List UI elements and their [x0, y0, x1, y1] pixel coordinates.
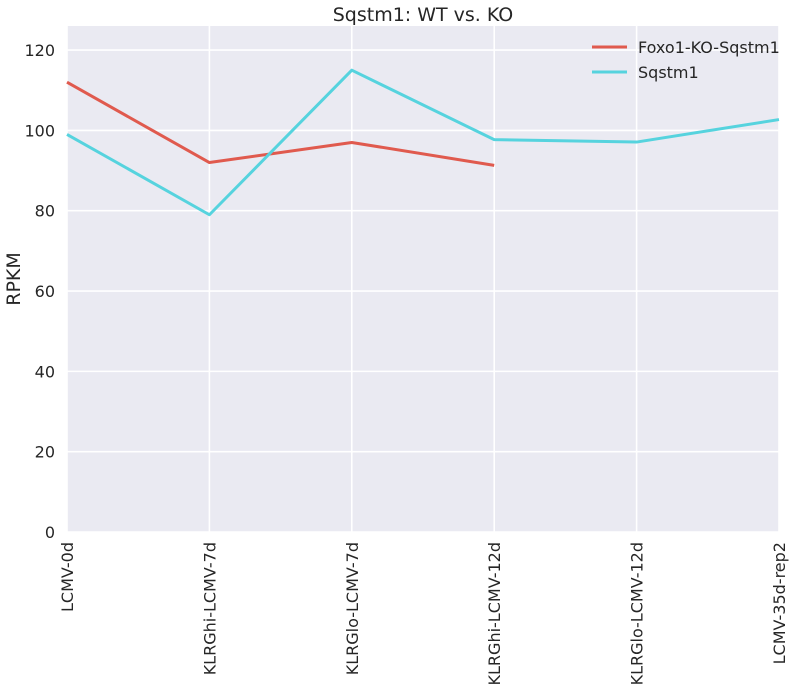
legend: Foxo1-KO-Sqstm1 Sqstm1: [592, 38, 780, 82]
y-tick-label: 60: [35, 282, 55, 301]
chart-title: Sqstm1: WT vs. KO: [333, 4, 514, 26]
y-axis-title: RPKM: [3, 252, 25, 306]
x-tick-label: KLRGlo-LCMV-12d: [628, 542, 647, 685]
y-tick-label: 0: [45, 523, 55, 542]
series-line-2: [66, 68, 780, 217]
y-tick-label: 120: [24, 41, 55, 60]
plot-area: [67, 26, 779, 532]
series-line-1: [66, 80, 495, 167]
series-lines: [66, 68, 780, 217]
y-tick-label: 20: [35, 443, 55, 462]
x-tick-label: LCMV-0d: [58, 542, 77, 612]
x-axis-ticks: LCMV-0d KLRGhi-LCMV-7d KLRGlo-LCMV-7d KLRGh…: [58, 542, 789, 685]
x-tick-label: LCMV-35d-rep2: [770, 542, 789, 664]
legend-label: Sqstm1: [638, 63, 699, 82]
y-axis-ticks: 0 20 40 60 80 100 120: [24, 41, 55, 542]
x-tick-label: KLRGhi-LCMV-12d: [485, 542, 504, 685]
y-tick-label: 100: [24, 121, 55, 140]
y-tick-label: 40: [35, 362, 55, 381]
gridlines: [66, 26, 780, 533]
legend-label: Foxo1-KO-Sqstm1: [638, 38, 780, 57]
y-tick-label: 80: [35, 202, 55, 221]
x-tick-label: KLRGhi-LCMV-7d: [200, 542, 219, 675]
x-tick-label: KLRGlo-LCMV-7d: [343, 542, 362, 675]
